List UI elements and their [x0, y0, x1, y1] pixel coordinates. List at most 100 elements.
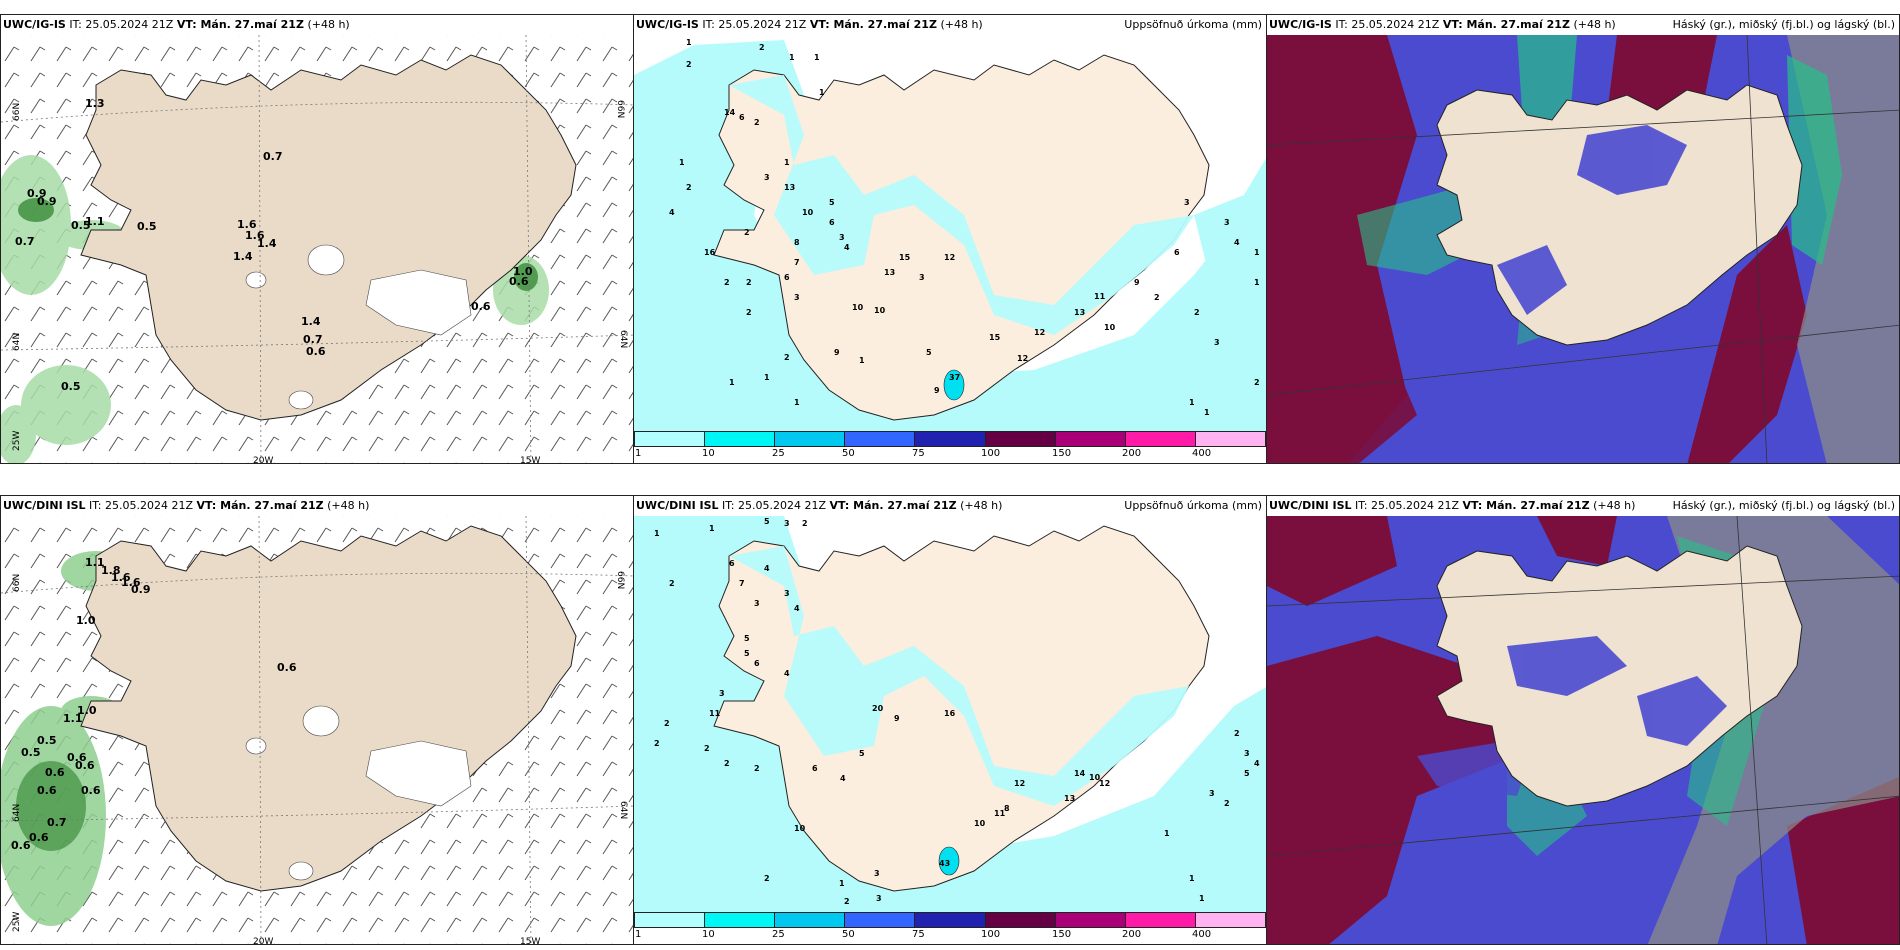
precip-value: 8 — [1004, 804, 1010, 813]
lat-label: 64N — [12, 333, 22, 351]
precip-value: 1 — [1189, 874, 1195, 883]
colorbar-tick: 75 — [912, 448, 925, 459]
colorbar: 1 10 25 50 75 100 150 200 400 — [634, 912, 1266, 944]
colorbar-tick: 400 — [1192, 929, 1212, 940]
wind-value: 0.5 — [137, 220, 157, 233]
wind-value: 0.5 — [61, 380, 81, 393]
wind-value: 0.7 — [47, 816, 67, 829]
colorbar-cell — [985, 913, 1056, 927]
precip-value: 1 — [1199, 894, 1205, 903]
cloud-title: Háský (gr.), miðský (fj.bl.) og lágský (… — [1672, 18, 1895, 31]
wind-value: 1.1 — [85, 215, 105, 228]
precip-value: 1 — [839, 879, 845, 888]
precip-value: 3 — [754, 599, 760, 608]
wind-value: 0.6 — [29, 831, 49, 844]
precip-value: 10 — [1089, 773, 1101, 782]
wind-value: 1.4 — [257, 237, 277, 250]
colorbar-cell — [1125, 913, 1196, 927]
precip-value: 2 — [1194, 308, 1200, 317]
precip-value: 10 — [874, 306, 886, 315]
colorbar-cell — [915, 913, 986, 927]
precip-value: 2 — [654, 739, 660, 748]
colorbar-cell — [705, 432, 776, 446]
colorbar-ticks: 1 10 25 50 75 100 150 200 400 — [634, 448, 1266, 462]
precip-value: 5 — [1244, 769, 1250, 778]
colorbar-tick: 10 — [702, 929, 715, 940]
precip-value: 1 — [654, 529, 660, 538]
lat-label: 64N — [618, 330, 628, 348]
colorbar-cells — [634, 912, 1266, 928]
panel-header: UWC/IG-IS IT: 25.05.2024 21Z VT: Mán. 27… — [1269, 18, 1616, 31]
cloud-title: Háský (gr.), miðský (fj.bl.) og lágský (… — [1672, 499, 1895, 512]
precip-value: 9 — [934, 386, 940, 395]
wind-value: 1.0 — [76, 614, 96, 627]
precip-value: 2 — [1234, 729, 1240, 738]
precip-value: 2 — [686, 60, 692, 69]
colorbar-ticks: 1 10 25 50 75 100 150 200 400 — [634, 929, 1266, 943]
precip-value: 20 — [872, 704, 884, 713]
wind-value: 1.1 — [85, 556, 105, 569]
wind-value: 0.5 — [21, 746, 41, 759]
precip-value: 2 — [686, 183, 692, 192]
wind-value: 1.8 — [101, 564, 121, 577]
wind-value: 1.6 — [245, 229, 265, 242]
colorbar-tick: 200 — [1122, 448, 1142, 459]
precip-value: 9 — [894, 714, 900, 723]
lon-label: 25W — [12, 912, 22, 932]
colorbar-cell — [985, 432, 1056, 446]
graticule-labels: 66N 64N 66N 64N 25W 20W 15W — [12, 571, 628, 945]
precip-value: 14 — [724, 108, 736, 117]
wind-value: 0.6 — [306, 345, 326, 358]
precip-value: 10 — [802, 208, 814, 217]
lat-label: 66N — [615, 571, 625, 589]
colorbar-cell — [1055, 913, 1126, 927]
precip-value: 2 — [664, 719, 670, 728]
wind-value: 1.6 — [121, 576, 141, 589]
precip-value: 13 — [1074, 308, 1085, 317]
precip-value: 1 — [1254, 278, 1260, 287]
colorbar-cell — [775, 432, 846, 446]
precip-value: 7 — [739, 579, 745, 588]
precip-value: 13 — [884, 268, 895, 277]
panel-header: UWC/IG-IS IT: 25.05.2024 21Z VT: Mán. 27… — [636, 18, 983, 31]
lon-label: 20W — [253, 937, 273, 945]
precip-value: 5 — [744, 634, 750, 643]
wind-value: 0.6 — [75, 759, 95, 772]
precip-value: 14 — [1074, 769, 1086, 778]
colorbar-tick: 400 — [1192, 448, 1212, 459]
precip-value: 3 — [794, 293, 800, 302]
precip-value: 5 — [859, 749, 865, 758]
graticule-labels: 66N 64N 66N 64N 25W 20W 15W — [12, 100, 628, 463]
wind-value: 1.1 — [63, 712, 83, 725]
precip-value: 16 — [944, 709, 956, 718]
precip-value: 6 — [812, 764, 818, 773]
precip-value: 3 — [1214, 338, 1220, 347]
cloud-map-bottom — [1267, 515, 1899, 944]
wind-value: 0.6 — [471, 300, 491, 313]
precip-value: 3 — [1184, 198, 1190, 207]
precip-value: 6 — [784, 273, 790, 282]
precip-value: 3 — [839, 233, 845, 242]
precip-value: 2 — [1154, 293, 1160, 302]
precip-value: 10 — [794, 824, 806, 833]
precip-value: 3 — [874, 869, 880, 878]
precip-value: 4 — [669, 208, 675, 217]
lat-label: 66N — [615, 100, 625, 118]
wind-value: 1.3 — [85, 97, 105, 110]
colorbar-tick: 150 — [1052, 448, 1072, 459]
precip-value: 4 — [784, 669, 790, 678]
precip-title: Uppsöfnuð úrkoma (mm) — [1124, 18, 1262, 31]
wind-value: 1.6 — [111, 571, 131, 584]
precip-value: 6 — [739, 113, 745, 122]
colorbar-tick: 50 — [842, 448, 855, 459]
precip-value: 2 — [746, 278, 752, 287]
wind-value: 0.6 — [37, 784, 57, 797]
precip-value: 16 — [704, 248, 716, 257]
colorbar-tick: 25 — [772, 929, 785, 940]
precip-value: 1 — [709, 524, 715, 533]
wind-value: 0.6 — [81, 784, 101, 797]
wind-value: 1.6 — [237, 218, 257, 231]
cloud-map-top — [1267, 34, 1899, 463]
precip-value: 12 — [1014, 779, 1025, 788]
precip-value: 1 — [1254, 248, 1260, 257]
